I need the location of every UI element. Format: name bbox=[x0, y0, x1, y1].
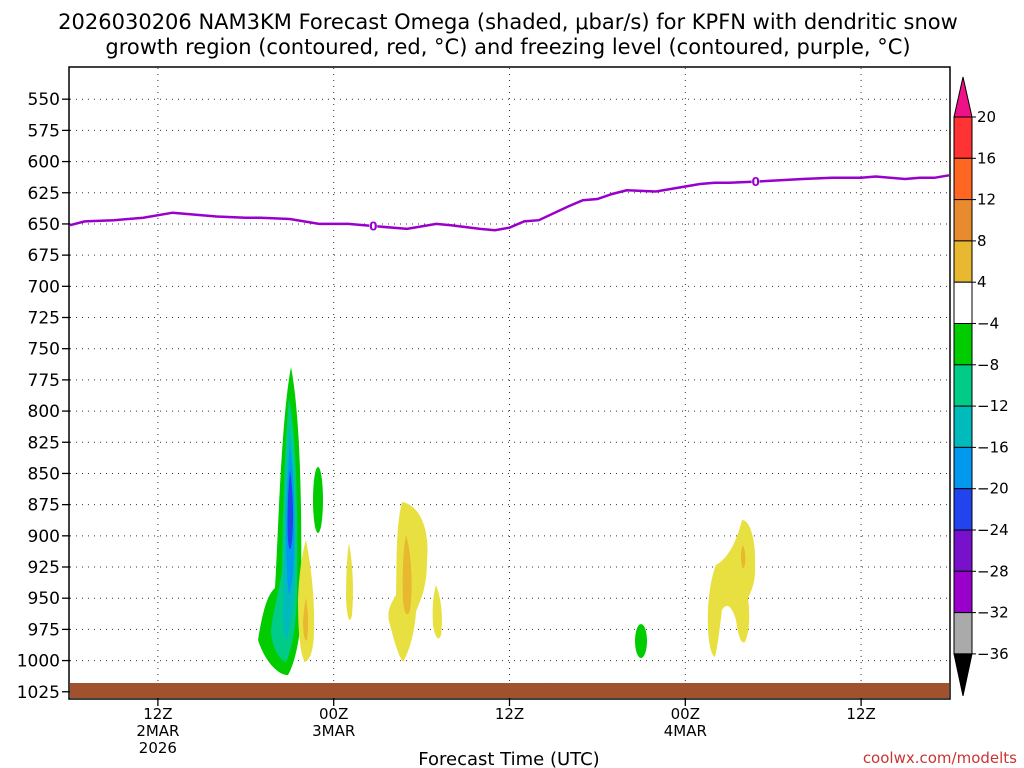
y-tick-label: 1000 bbox=[17, 652, 60, 672]
y-tick-label: 775 bbox=[28, 371, 60, 391]
colorbar-tick-label: 8 bbox=[977, 232, 987, 250]
omega-band-plus8 bbox=[741, 545, 746, 569]
x-tick-label: 12Z bbox=[495, 705, 524, 723]
colorbar-band bbox=[953, 612, 973, 655]
omega-shading bbox=[258, 367, 756, 676]
omega-region-1 bbox=[258, 367, 302, 676]
colorbar-band bbox=[953, 570, 973, 614]
colorbar-tick-label: −8 bbox=[977, 356, 999, 374]
colorbar-band bbox=[953, 488, 973, 531]
omega-region-4 bbox=[346, 543, 353, 620]
y-tick-label: 550 bbox=[28, 90, 60, 110]
y-tick-label: 875 bbox=[28, 496, 60, 516]
y-tick-label: 700 bbox=[28, 277, 60, 297]
colorbar-band bbox=[953, 281, 973, 325]
y-tick-label: 1025 bbox=[17, 683, 60, 703]
y-axis: 550 575 600 625 650 675 700 725 750 775 800 825 850 8… bbox=[17, 90, 70, 703]
plot-area bbox=[69, 67, 950, 699]
colorbar: 20 16 12 8 4 −4 −8 −12 −16 −20 −24 −28 −32 −36 bbox=[953, 76, 1009, 697]
y-tick-label: 650 bbox=[28, 215, 60, 235]
omega-region-2 bbox=[313, 467, 323, 533]
colorbar-tick-label: 20 bbox=[977, 108, 996, 126]
freezing-label-bg bbox=[751, 175, 760, 188]
x-tick-label: 3MAR bbox=[312, 722, 355, 740]
colorbar-tick-label: −28 bbox=[977, 562, 1009, 580]
colorbar-band bbox=[953, 157, 973, 201]
colorbar-band bbox=[953, 446, 973, 490]
colorbar-tick-label: 4 bbox=[977, 273, 987, 291]
colorbar-tick-label: −24 bbox=[977, 521, 1009, 539]
colorbar-band bbox=[953, 240, 973, 283]
freezing-level-line bbox=[69, 174, 950, 232]
omega-region-3 bbox=[298, 540, 315, 662]
colorbar-max-arrow bbox=[953, 76, 973, 118]
omega-region-8 bbox=[707, 520, 756, 657]
y-tick-label: 925 bbox=[28, 558, 60, 578]
x-tick-label: 00Z bbox=[671, 705, 700, 723]
y-tick-label: 600 bbox=[28, 153, 60, 173]
colorbar-band bbox=[953, 323, 973, 366]
y-tick-label: 625 bbox=[28, 184, 60, 204]
y-tick-label: 725 bbox=[28, 309, 60, 329]
colorbar-tick-label: −32 bbox=[977, 604, 1009, 622]
omega-region-7 bbox=[635, 624, 647, 658]
colorbar-tick-label: −4 bbox=[977, 315, 999, 333]
y-tick-label: 950 bbox=[28, 589, 60, 609]
freezing-level-label: 0 bbox=[751, 175, 759, 189]
colorbar-tick-label: 12 bbox=[977, 191, 996, 209]
y-tick-label: 575 bbox=[28, 121, 60, 141]
y-tick-label: 675 bbox=[28, 246, 60, 266]
colorbar-tick-label: −16 bbox=[977, 438, 1009, 456]
colorbar-tick-label: −36 bbox=[977, 645, 1009, 663]
x-tick-label: 2MAR bbox=[136, 722, 179, 740]
omega-region-5 bbox=[388, 502, 428, 662]
colorbar-min-arrow bbox=[953, 653, 973, 697]
x-tick-label: 00Z bbox=[319, 705, 348, 723]
x-axis-label: Forecast Time (UTC) bbox=[418, 749, 599, 768]
chart-title-line-2: growth region (contoured, red, °C) and f… bbox=[105, 35, 910, 59]
chart-title-line-1: 2026030206 NAM3KM Forecast Omega (shaded… bbox=[58, 10, 958, 34]
credit-text: coolwx.com/modelts bbox=[863, 749, 1017, 767]
colorbar-tick-label: −20 bbox=[977, 480, 1009, 498]
freezing-level-label: 0 bbox=[369, 220, 377, 234]
colorbar-band bbox=[953, 199, 973, 242]
x-tick-label: 12Z bbox=[143, 705, 172, 723]
y-tick-label: 750 bbox=[28, 340, 60, 360]
omega-band-minus20 bbox=[287, 470, 294, 549]
x-tick-label: 12Z bbox=[846, 705, 875, 723]
y-tick-label: 900 bbox=[28, 527, 60, 547]
omega-region-6 bbox=[432, 585, 442, 639]
colorbar-band bbox=[953, 364, 973, 407]
omega-band-plus8 bbox=[303, 598, 309, 641]
y-tick-label: 975 bbox=[28, 620, 60, 640]
grid bbox=[70, 68, 949, 698]
x-tick-label: 4MAR bbox=[664, 722, 707, 740]
colorbar-band bbox=[953, 405, 973, 448]
y-tick-label: 800 bbox=[28, 402, 60, 422]
x-tick-label: 2026 bbox=[139, 739, 177, 757]
y-tick-label: 850 bbox=[28, 464, 60, 484]
freezing-level-labels: 00 bbox=[369, 175, 760, 233]
colorbar-band bbox=[953, 116, 973, 159]
colorbar-tick-label: −12 bbox=[977, 397, 1009, 415]
colorbar-tick-label: 16 bbox=[977, 149, 996, 167]
ground-bumps bbox=[70, 683, 949, 698]
omega-band-plus8 bbox=[402, 535, 412, 615]
colorbar-band bbox=[953, 529, 973, 572]
y-tick-label: 825 bbox=[28, 433, 60, 453]
freezing-label-bg bbox=[369, 220, 378, 233]
